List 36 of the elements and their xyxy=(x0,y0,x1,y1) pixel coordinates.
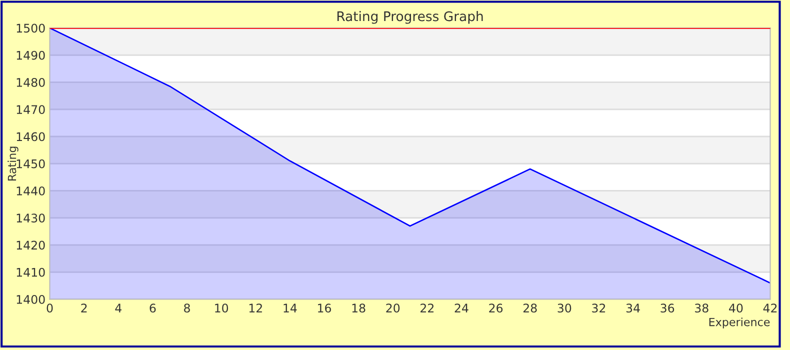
x-tick-label: 10 xyxy=(215,304,228,313)
x-tick-label: 34 xyxy=(626,304,640,313)
x-tick-label: 6 xyxy=(150,304,156,313)
y-tick-label: 1440 xyxy=(16,186,45,196)
x-axis-title: Experience xyxy=(709,318,770,328)
y-tick-label: 1460 xyxy=(16,132,45,142)
x-tick-label: 32 xyxy=(592,304,606,313)
x-tick-label: 38 xyxy=(695,304,708,313)
chart-title: Rating Progress Graph xyxy=(337,11,483,24)
y-tick-label: 1500 xyxy=(16,24,45,33)
x-tick-label: 8 xyxy=(184,304,190,313)
x-tick-label: 26 xyxy=(489,304,503,313)
x-tick-label: 12 xyxy=(249,304,262,312)
x-tick-label: 2 xyxy=(81,304,87,312)
x-tick-label: 16 xyxy=(318,304,332,313)
y-axis-title: Rating xyxy=(8,146,18,180)
x-tick-label: 14 xyxy=(284,304,297,312)
x-tick-label: 4 xyxy=(115,304,122,312)
x-tick-label: 0 xyxy=(46,304,53,313)
x-tick-label: 18 xyxy=(352,304,366,313)
x-tick-label: 28 xyxy=(523,304,537,313)
x-tick-label: 40 xyxy=(729,304,743,313)
y-tick-label: 1430 xyxy=(16,214,45,223)
x-tick-label: 36 xyxy=(660,304,674,313)
x-tick-label: 20 xyxy=(386,304,400,313)
y-tick-label: 1450 xyxy=(16,159,45,168)
y-tick-label: 1490 xyxy=(16,50,45,60)
y-tick-label: 1410 xyxy=(16,268,45,277)
x-tick-label: 24 xyxy=(454,304,468,312)
x-tick-label: 22 xyxy=(420,304,434,312)
y-tick-label: 1470 xyxy=(16,105,45,114)
x-tick-label: 30 xyxy=(558,304,572,313)
x-tick-label: 42 xyxy=(763,304,777,312)
y-tick-label: 1480 xyxy=(16,78,45,87)
y-tick-label: 1420 xyxy=(16,240,45,250)
y-tick-label: 1400 xyxy=(16,294,45,304)
